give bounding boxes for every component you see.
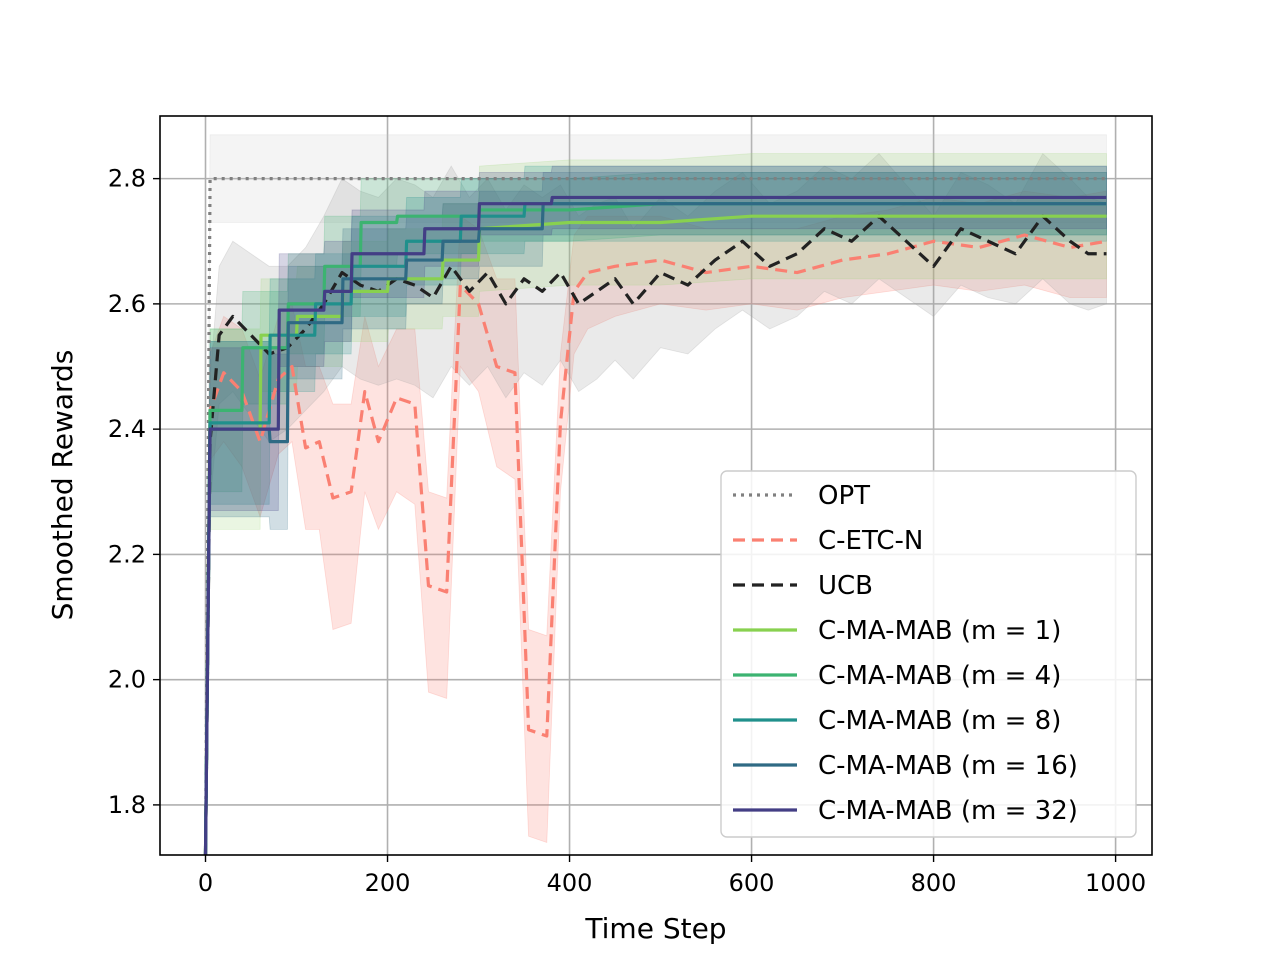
x-tick-label: 1000	[1085, 869, 1146, 897]
y-tick-label: 2.8	[108, 165, 146, 193]
legend: OPT C-ETC-N UCB C-MA-MAB (m = 1) C-MA-MAB (m…	[720, 470, 1137, 838]
plot-frame	[159, 115, 1153, 856]
y-axis-label: Smoothed Rewards	[46, 350, 79, 621]
y-tick-label: 2.6	[108, 290, 146, 318]
series-0-band	[205, 134, 1107, 855]
series-7-line	[203, 195, 1107, 855]
legend-label: UCB	[818, 571, 873, 601]
series-lines	[203, 177, 1107, 855]
legend-label: C-MA-MAB (m = 16)	[818, 751, 1078, 781]
x-tick-label: 800	[911, 869, 957, 897]
legend-label: C-MA-MAB (m = 32)	[818, 796, 1078, 826]
series-3-line	[203, 214, 1107, 855]
legend-box	[720, 470, 1137, 838]
x-tick-label: 200	[365, 869, 411, 897]
y-tick-label: 1.8	[108, 791, 146, 819]
legend-label: C-MA-MAB (m = 4)	[818, 661, 1061, 691]
legend-label: C-MA-MAB (m = 8)	[818, 706, 1061, 736]
legend-label: C-ETC-N	[818, 526, 923, 556]
x-tick-label: 0	[198, 869, 213, 897]
legend-label: C-MA-MAB (m = 1)	[818, 616, 1061, 646]
y-tick-label: 2.2	[108, 540, 146, 568]
y-tick-label: 2.4	[108, 415, 146, 443]
series-0-line	[203, 177, 1107, 855]
series-1-band	[205, 190, 1107, 855]
series-2-line	[203, 214, 1107, 855]
series-6-line	[203, 202, 1107, 855]
x-axis-label: Time Step	[584, 912, 726, 945]
axis-ticks: 0 200 400 600 800 1000 1.8 2.0 2.2 2.4 2.6 2.8	[108, 165, 1146, 897]
y-tick-label: 2.0	[108, 666, 146, 694]
x-tick-label: 400	[547, 869, 593, 897]
series-1-line	[203, 233, 1107, 855]
x-tick-label: 600	[729, 869, 775, 897]
legend-label: OPT	[818, 481, 870, 511]
